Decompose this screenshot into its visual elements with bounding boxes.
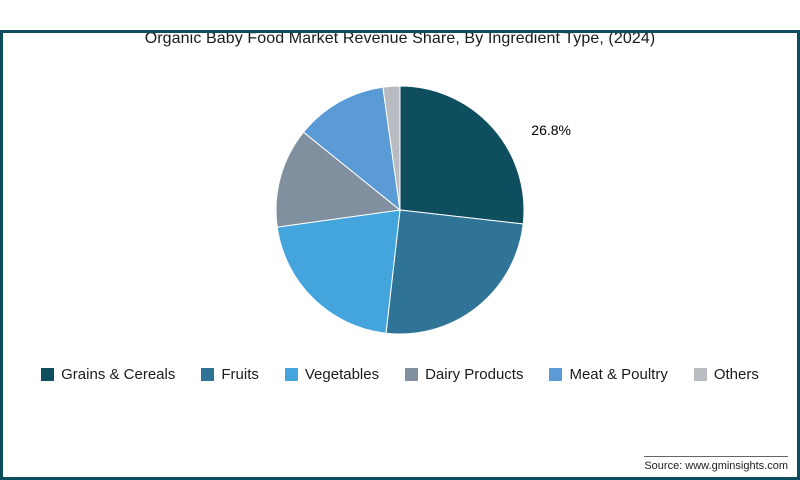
legend-item-others: Others: [693, 366, 759, 383]
legend-swatch-icon: [405, 368, 419, 381]
chart-page: { "title": "Organic Baby Food Market Rev…: [0, 30, 800, 480]
chart-legend: Grains & Cereals Fruits Vegetables Dairy Pr…: [0, 366, 800, 383]
chart-title: Organic Baby Food Market Revenue Share, …: [144, 30, 656, 47]
legend-item-vegetables: Vegetables: [284, 366, 380, 383]
legend-label: Others: [713, 366, 759, 383]
pie-chart-area: 26.8%: [0, 82, 800, 354]
legend-item-fruits: Fruits: [201, 366, 259, 383]
pie-slice-fruits: [385, 209, 524, 335]
pie-slice-dairy-products: [275, 131, 402, 228]
legend-label: Vegetables: [304, 366, 380, 383]
legend-swatch-icon: [693, 368, 707, 381]
pie-slice-meat-poultry: [302, 86, 401, 212]
source-attribution: Source: www.gminsights.com: [644, 456, 788, 472]
pie-data-label: 26.8%: [531, 122, 571, 138]
legend-swatch-icon: [201, 368, 215, 381]
legend-item-grains-cereals: Grains & Cereals: [41, 366, 175, 383]
legend-item-meat-poultry: Meat & Poultry: [549, 366, 668, 383]
legend-label: Dairy Products: [425, 366, 524, 383]
legend-item-dairy-products: Dairy Products: [405, 366, 523, 383]
legend-label: Fruits: [221, 366, 259, 383]
legend-label: Grains & Cereals: [61, 366, 176, 383]
pie-slice-vegetables: [276, 209, 401, 334]
pie-slice-grains-cereals: [399, 85, 525, 225]
legend-swatch-icon: [549, 368, 563, 381]
legend-swatch-icon: [41, 368, 55, 381]
legend-label: Meat & Poultry: [569, 366, 668, 383]
pie-slice-others: [382, 85, 401, 211]
legend-swatch-icon: [284, 368, 298, 381]
pie-chart: 26.8%: [275, 85, 571, 335]
